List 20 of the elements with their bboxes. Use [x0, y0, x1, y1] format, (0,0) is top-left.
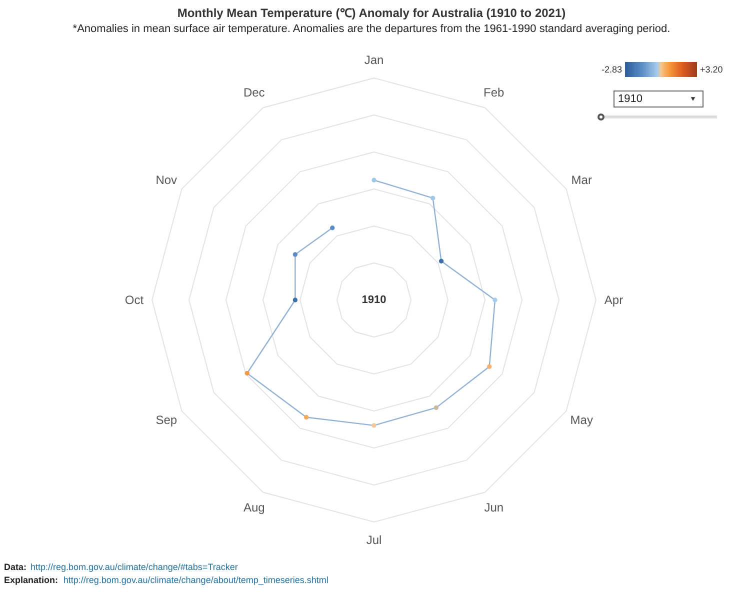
- spoke-label: Jul: [366, 532, 382, 547]
- chart-title: Monthly Mean Temperature (℃) Anomaly for Australia (1910 to 2021): [177, 6, 566, 20]
- text: Explanation: http://reg.bom.gov.au/climate/change/about/temp_timeseries.shtml: [4, 575, 328, 585]
- spoke-label: Oct: [124, 293, 144, 307]
- spoke-label: May: [570, 412, 593, 427]
- text: +3.20: [700, 64, 723, 74]
- spoke-label: Apr: [604, 293, 624, 307]
- text: 1910: [618, 93, 642, 105]
- chart-subtitle: *Anomalies in mean surface air temperature. Anomalies are the departures from the 1961-1990 standard averaging period.: [72, 23, 670, 35]
- text: Data: http://reg.bom.gov.au/climate/change/#tabs=Tracker: [4, 562, 238, 572]
- spoke-label: Aug: [243, 500, 265, 515]
- spoke-label: Sep: [156, 412, 178, 427]
- spoke-label: Nov: [156, 173, 178, 188]
- spoke-label: Jan: [364, 53, 384, 68]
- text: 1910: [362, 294, 386, 306]
- spoke-label: Feb: [484, 85, 505, 100]
- spoke-label: Dec: [243, 85, 265, 100]
- spoke-label: Jun: [484, 500, 504, 515]
- spoke-label: Mar: [571, 173, 592, 188]
- text: -2.83: [601, 64, 622, 74]
